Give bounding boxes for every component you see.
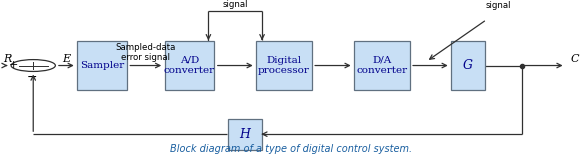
Text: Sampler: Sampler xyxy=(80,61,124,70)
Text: C: C xyxy=(570,54,579,64)
Text: +: + xyxy=(9,60,18,70)
FancyBboxPatch shape xyxy=(77,41,127,90)
Text: D/A
converter: D/A converter xyxy=(356,56,408,75)
Text: Analog
signal: Analog signal xyxy=(483,0,514,10)
Text: Numeric
signal: Numeric signal xyxy=(217,0,254,9)
FancyBboxPatch shape xyxy=(257,41,311,90)
Text: A/D
converter: A/D converter xyxy=(164,56,215,75)
FancyBboxPatch shape xyxy=(228,119,262,150)
Text: −: − xyxy=(26,71,37,84)
FancyBboxPatch shape xyxy=(165,41,215,90)
FancyBboxPatch shape xyxy=(354,41,409,90)
Text: Digital
processor: Digital processor xyxy=(258,56,310,75)
Text: R: R xyxy=(3,54,12,64)
Text: H: H xyxy=(240,128,250,141)
FancyBboxPatch shape xyxy=(451,41,485,90)
Text: Block diagram of a type of digital control system.: Block diagram of a type of digital contr… xyxy=(170,144,413,154)
Text: Sampled-data
error signal: Sampled-data error signal xyxy=(115,43,176,62)
Text: G: G xyxy=(463,59,473,72)
Text: E: E xyxy=(62,54,71,64)
